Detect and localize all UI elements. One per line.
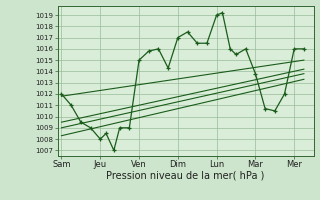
X-axis label: Pression niveau de la mer( hPa ): Pression niveau de la mer( hPa ) xyxy=(107,171,265,181)
